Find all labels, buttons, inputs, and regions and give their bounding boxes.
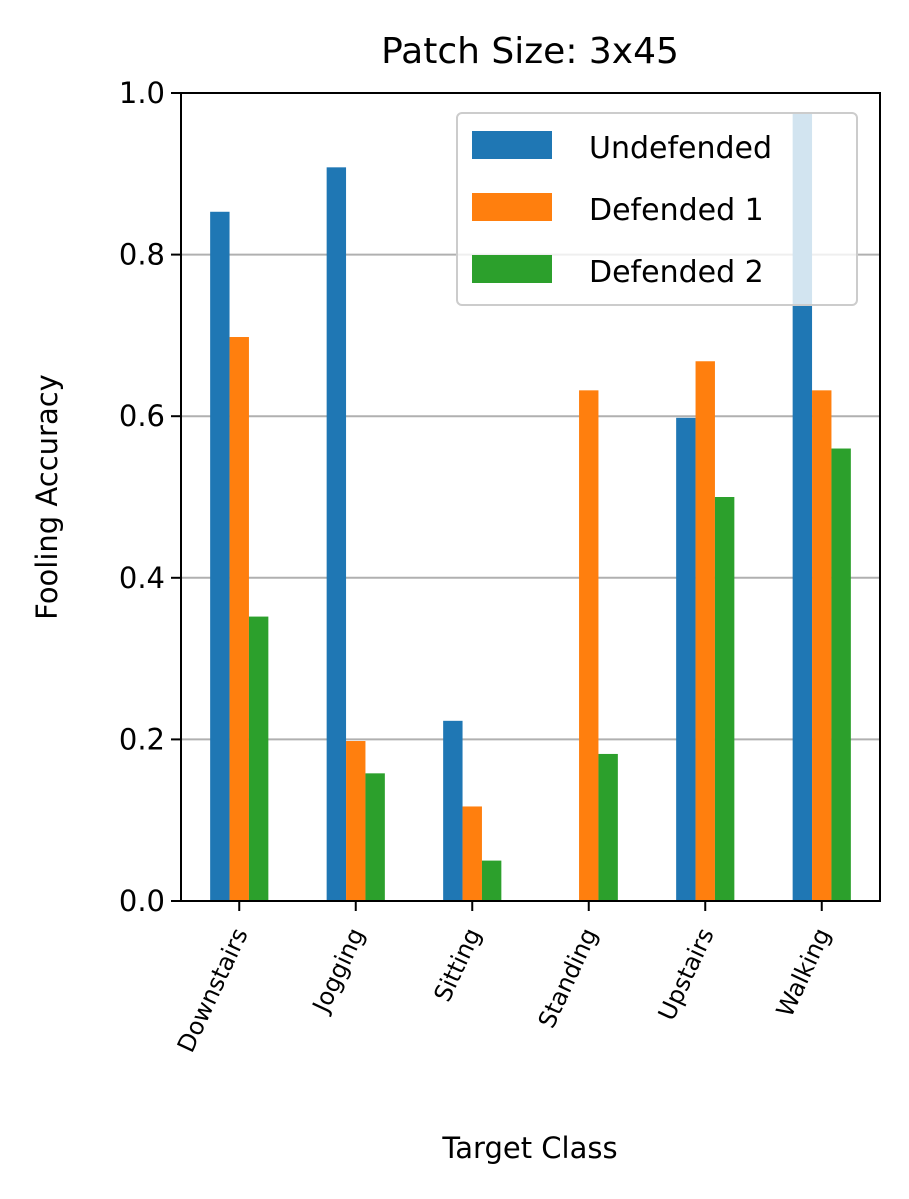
y-tick-label: 0.8 bbox=[119, 238, 165, 272]
legend-label: Defended 1 bbox=[589, 193, 764, 228]
bars bbox=[210, 113, 851, 902]
bar bbox=[248, 616, 269, 901]
bar bbox=[714, 497, 735, 901]
x-tick-label: Walking bbox=[771, 924, 836, 1022]
legend-swatch bbox=[472, 255, 552, 283]
bar bbox=[676, 417, 696, 901]
x-tick-label: Downstairs bbox=[172, 924, 254, 1057]
y-tick-label: 0.0 bbox=[119, 884, 165, 918]
legend: Undefended Defended 1 Defended 2 bbox=[456, 112, 858, 306]
bar bbox=[481, 860, 502, 901]
x-axis: Downstairs Jogging Sitting Standing Upstairs… bbox=[172, 901, 836, 1057]
bar bbox=[695, 361, 715, 902]
legend-box bbox=[456, 112, 858, 306]
bar bbox=[346, 741, 366, 901]
bar bbox=[598, 753, 618, 901]
bar bbox=[210, 211, 230, 901]
plot-frame bbox=[180, 92, 881, 902]
y-tick-label: 0.2 bbox=[119, 722, 165, 756]
bar bbox=[831, 448, 851, 901]
bar bbox=[365, 773, 385, 901]
bar bbox=[579, 390, 599, 901]
bar bbox=[229, 337, 249, 901]
bar bbox=[326, 167, 347, 901]
y-tick-label: 1.0 bbox=[119, 76, 165, 110]
y-axis: 0.0 0.2 0.4 0.6 0.8 1.0 bbox=[119, 76, 181, 918]
bar bbox=[443, 720, 463, 901]
y-tick-label: 0.6 bbox=[119, 399, 165, 433]
bar bbox=[462, 806, 482, 901]
x-tick-label: Standing bbox=[533, 924, 604, 1033]
x-tick-label: Upstairs bbox=[653, 924, 720, 1025]
bar bbox=[792, 113, 813, 901]
chart-title: Patch Size: 3x45 bbox=[381, 31, 679, 72]
x-axis-label: Target Class bbox=[441, 1131, 617, 1165]
legend-swatch bbox=[472, 131, 552, 159]
bar bbox=[812, 390, 832, 901]
x-tick-label: Sitting bbox=[428, 924, 486, 1006]
y-gridlines bbox=[181, 253, 880, 741]
legend-label: Defended 2 bbox=[589, 255, 764, 290]
legend-label: Undefended bbox=[589, 131, 772, 166]
y-tick-label: 0.4 bbox=[119, 561, 165, 595]
y-axis-label: Fooling Accuracy bbox=[30, 374, 64, 620]
x-tick-label: Jogging bbox=[306, 924, 370, 1019]
legend-swatch bbox=[472, 193, 552, 221]
